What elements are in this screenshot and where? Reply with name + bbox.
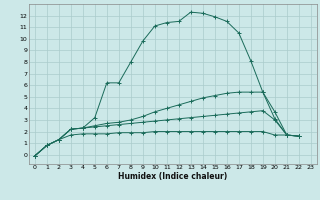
X-axis label: Humidex (Indice chaleur): Humidex (Indice chaleur) xyxy=(118,172,228,181)
